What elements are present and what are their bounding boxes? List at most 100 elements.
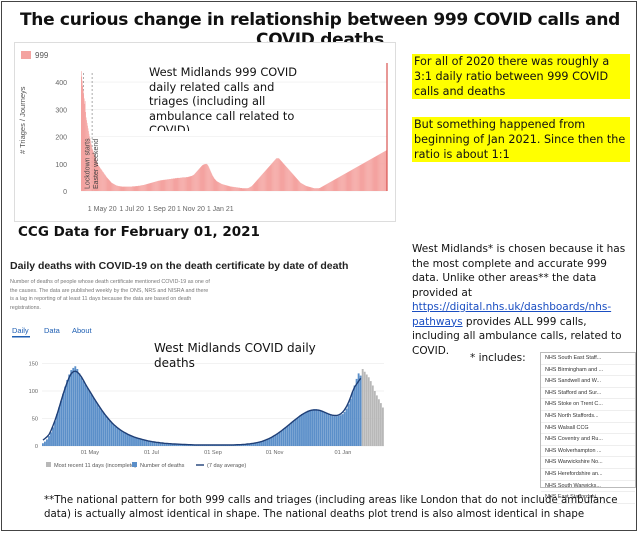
deaths-chart-panel: Daily deaths with COVID-19 on the death … bbox=[8, 258, 390, 480]
calls-bar bbox=[116, 185, 117, 191]
calls-bar bbox=[273, 161, 275, 191]
calls-bar bbox=[286, 167, 287, 191]
calls-bar bbox=[242, 188, 244, 191]
calls-bar bbox=[343, 174, 344, 191]
calls-bar bbox=[164, 179, 165, 191]
calls-bar bbox=[311, 187, 313, 191]
calls-bar bbox=[114, 184, 115, 191]
calls-bar bbox=[301, 183, 302, 191]
deaths-xtick: 01 Jan bbox=[335, 450, 352, 456]
calls-bar bbox=[94, 156, 96, 191]
calls-bar bbox=[262, 174, 263, 191]
calls-bar bbox=[267, 168, 269, 191]
nhs-pathways-link[interactable]: https://digital.nhs.uk/dashboards/nhs-pa… bbox=[412, 301, 612, 328]
calls-bar bbox=[216, 181, 218, 191]
calls-bar bbox=[240, 188, 242, 191]
deaths-bar bbox=[60, 400, 63, 446]
calls-bar bbox=[153, 182, 155, 191]
calls-bar bbox=[274, 160, 275, 191]
calls-bar bbox=[232, 186, 234, 191]
calls-bar bbox=[144, 184, 146, 191]
deaths-bar bbox=[161, 443, 164, 446]
calls-bar bbox=[130, 186, 131, 191]
tab-about[interactable]: About bbox=[72, 326, 93, 335]
ccg-list-item: NHS Sandwell and W... bbox=[541, 376, 635, 388]
deaths-bar bbox=[90, 394, 93, 446]
calls-bar bbox=[184, 177, 186, 191]
calls-ytick: 200 bbox=[55, 135, 67, 142]
calls-bar bbox=[251, 186, 252, 191]
calls-bar bbox=[135, 186, 137, 191]
deaths-bar bbox=[110, 422, 113, 446]
calls-bar bbox=[311, 187, 312, 191]
calls-bar bbox=[164, 179, 166, 191]
calls-bar bbox=[372, 158, 374, 191]
deaths-bar bbox=[122, 432, 125, 446]
calls-bar bbox=[173, 178, 174, 191]
calls-bar bbox=[302, 184, 304, 191]
calls-bar bbox=[112, 183, 113, 191]
calls-bar bbox=[324, 185, 326, 191]
calls-bar bbox=[346, 173, 347, 191]
calls-bar bbox=[212, 175, 213, 191]
calls-bar bbox=[107, 177, 108, 191]
calls-bar bbox=[313, 188, 314, 191]
ccg-list-item: NHS East Staffordshi... bbox=[541, 492, 635, 504]
calls-bar bbox=[171, 178, 173, 191]
deaths-bar bbox=[282, 428, 285, 446]
calls-bar bbox=[126, 186, 127, 191]
calls-bar bbox=[128, 186, 129, 191]
calls-bar bbox=[227, 185, 229, 191]
calls-bar bbox=[333, 180, 335, 191]
calls-bar bbox=[275, 158, 277, 191]
calls-bar bbox=[166, 179, 168, 191]
calls-bar bbox=[84, 103, 85, 191]
tab-daily[interactable]: Daily bbox=[12, 326, 29, 335]
deaths-bar bbox=[151, 441, 154, 446]
calls-bar bbox=[273, 161, 274, 191]
calls-bar bbox=[108, 179, 110, 191]
calls-bar bbox=[220, 183, 222, 191]
deaths-bar bbox=[102, 413, 105, 446]
deaths-bar bbox=[56, 414, 59, 446]
calls-bar bbox=[200, 167, 202, 191]
calls-bar bbox=[232, 186, 233, 191]
tab-data[interactable]: Data bbox=[44, 326, 61, 335]
calls-bar bbox=[367, 161, 368, 191]
calls-bar bbox=[133, 186, 134, 191]
calls-bar bbox=[154, 181, 156, 191]
calls-bar bbox=[237, 187, 239, 191]
calls-bar bbox=[383, 151, 385, 191]
calls-bar bbox=[189, 176, 191, 191]
calls-bar bbox=[312, 187, 313, 191]
deaths-bar bbox=[262, 441, 265, 446]
calls-bar bbox=[278, 158, 280, 191]
deaths-bar bbox=[284, 427, 287, 446]
calls-bar bbox=[210, 170, 211, 191]
calls-bar bbox=[276, 158, 278, 191]
calls-bar bbox=[207, 164, 208, 191]
calls-bar bbox=[149, 183, 151, 191]
calls-bar bbox=[165, 179, 167, 191]
calls-bar bbox=[181, 177, 182, 191]
calls-bar bbox=[149, 183, 151, 191]
calls-bar bbox=[138, 185, 139, 191]
deaths-bar-incomplete bbox=[379, 403, 382, 446]
calls-bar bbox=[281, 161, 283, 191]
calls-bar bbox=[359, 165, 361, 191]
calls-bar bbox=[272, 162, 274, 191]
deaths-bar bbox=[106, 418, 109, 446]
calls-bar bbox=[249, 187, 250, 191]
calls-ytick: 100 bbox=[55, 162, 67, 169]
calls-bar bbox=[236, 187, 238, 191]
calls-bar bbox=[165, 179, 166, 191]
calls-bar bbox=[174, 178, 175, 191]
calls-bar bbox=[83, 94, 85, 191]
ccg-list-item: NHS Birmingham and ... bbox=[541, 365, 635, 377]
calls-bar bbox=[375, 156, 377, 191]
deaths-bar bbox=[104, 415, 107, 446]
calls-bar bbox=[187, 176, 189, 191]
deaths-bar bbox=[339, 415, 342, 446]
deaths-bar bbox=[120, 431, 123, 446]
calls-bar bbox=[142, 185, 144, 191]
